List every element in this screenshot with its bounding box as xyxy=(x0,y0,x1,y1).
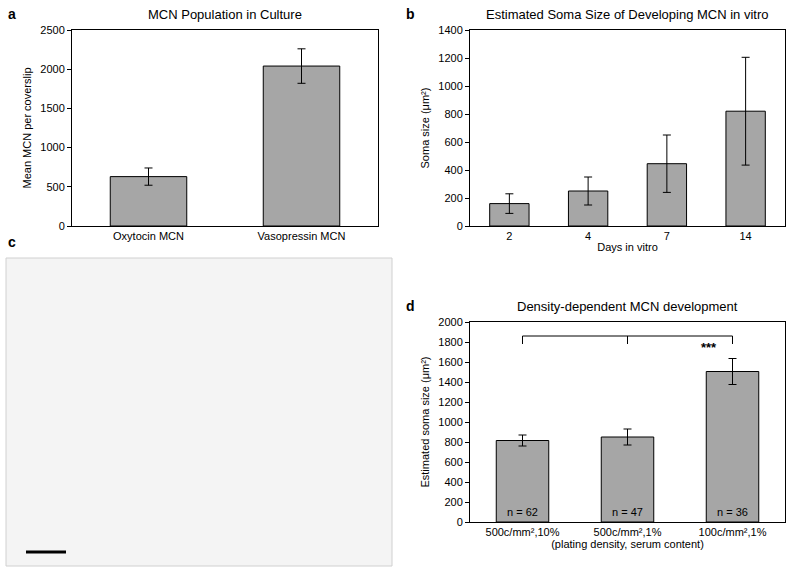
svg-text:1200: 1200 xyxy=(438,396,462,408)
svg-text:400: 400 xyxy=(444,476,462,488)
svg-text:Estimated soma size (μm²): Estimated soma size (μm²) xyxy=(419,356,431,487)
svg-text:0: 0 xyxy=(59,220,65,232)
svg-text:800: 800 xyxy=(444,436,462,448)
svg-text:1400: 1400 xyxy=(438,24,462,36)
svg-text:b: b xyxy=(406,6,415,22)
svg-text:1200: 1200 xyxy=(438,52,462,64)
svg-text:200: 200 xyxy=(444,192,462,204)
svg-text:1600: 1600 xyxy=(438,356,462,368)
svg-text:(plating density, serum conten: (plating density, serum content) xyxy=(551,538,704,550)
svg-text:800: 800 xyxy=(444,108,462,120)
svg-text:600: 600 xyxy=(444,456,462,468)
svg-text:100c/mm²,1%: 100c/mm²,1% xyxy=(699,526,767,538)
svg-text:n = 62: n = 62 xyxy=(507,506,538,518)
svg-text:Density-dependent MCN developm: Density-dependent MCN development xyxy=(517,299,738,314)
svg-text:500c/mm²,10%: 500c/mm²,10% xyxy=(486,526,560,538)
svg-text:1000: 1000 xyxy=(438,80,462,92)
svg-text:1500: 1500 xyxy=(40,102,64,114)
svg-text:a: a xyxy=(8,6,16,22)
svg-text:4: 4 xyxy=(585,230,591,242)
svg-text:2000: 2000 xyxy=(438,316,462,328)
svg-text:1000: 1000 xyxy=(40,141,64,153)
svg-text:n = 36: n = 36 xyxy=(717,506,748,518)
svg-text:Estimated Soma Size of Develop: Estimated Soma Size of Developing MCN in… xyxy=(486,7,769,22)
svg-text:200: 200 xyxy=(444,496,462,508)
svg-text:600: 600 xyxy=(444,136,462,148)
svg-text:0: 0 xyxy=(457,516,463,528)
svg-text:1400: 1400 xyxy=(438,376,462,388)
svg-text:2: 2 xyxy=(506,230,512,242)
svg-text:14: 14 xyxy=(739,230,751,242)
svg-text:Soma size (μm²): Soma size (μm²) xyxy=(419,88,431,169)
svg-text:0: 0 xyxy=(457,220,463,232)
svg-text:***: *** xyxy=(701,340,717,355)
svg-text:c: c xyxy=(8,234,16,250)
svg-text:7: 7 xyxy=(664,230,670,242)
svg-text:MCN Population in Culture: MCN Population in Culture xyxy=(148,7,302,22)
svg-text:400: 400 xyxy=(444,164,462,176)
svg-text:Oxytocin MCN: Oxytocin MCN xyxy=(113,230,184,242)
svg-text:1800: 1800 xyxy=(438,336,462,348)
svg-text:1000: 1000 xyxy=(438,416,462,428)
svg-text:Days in vitro: Days in vitro xyxy=(597,241,658,253)
svg-text:500: 500 xyxy=(46,181,64,193)
svg-text:Mean MCN per coverslip: Mean MCN per coverslip xyxy=(21,67,33,188)
svg-text:n = 47: n = 47 xyxy=(612,506,643,518)
svg-text:2000: 2000 xyxy=(40,63,64,75)
svg-text:d: d xyxy=(406,298,415,314)
svg-text:Vasopressin MCN: Vasopressin MCN xyxy=(258,230,346,242)
svg-text:500c/mm²,1%: 500c/mm²,1% xyxy=(594,526,662,538)
svg-text:2500: 2500 xyxy=(40,24,64,36)
